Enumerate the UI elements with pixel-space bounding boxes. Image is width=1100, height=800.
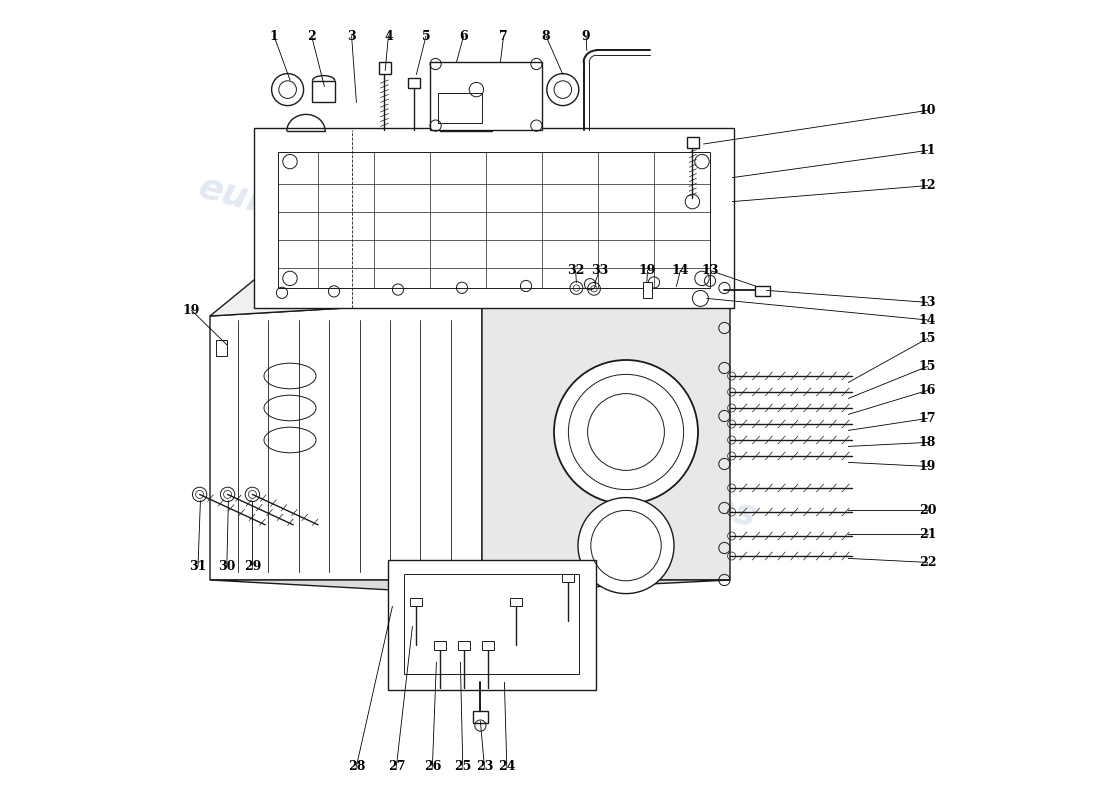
Text: 27: 27	[387, 760, 405, 773]
Text: 7: 7	[499, 30, 508, 42]
Text: 11: 11	[918, 144, 936, 157]
Bar	[410, 598, 422, 606]
Bar	[642, 282, 651, 298]
Bar	[405, 574, 579, 674]
Text: 33: 33	[591, 264, 608, 277]
Bar	[458, 641, 470, 650]
Bar	[378, 62, 390, 74]
Text: 3: 3	[348, 30, 356, 42]
Bar	[755, 286, 770, 296]
Polygon shape	[482, 280, 730, 580]
Text: 31: 31	[189, 560, 207, 573]
Bar	[686, 137, 698, 148]
Text: 29: 29	[244, 560, 261, 573]
Bar	[438, 93, 482, 123]
Bar	[278, 152, 710, 288]
Text: 16: 16	[918, 384, 936, 397]
Text: 14: 14	[672, 264, 689, 277]
Text: 26: 26	[424, 760, 441, 773]
Circle shape	[554, 360, 698, 504]
Text: 30: 30	[218, 560, 235, 573]
Text: 24: 24	[498, 760, 516, 773]
Bar	[482, 641, 494, 650]
Text: 22: 22	[918, 556, 936, 569]
Text: eurospares: eurospares	[531, 442, 761, 534]
Text: 12: 12	[918, 179, 936, 192]
Polygon shape	[388, 560, 596, 690]
Bar	[312, 81, 334, 102]
Text: 17: 17	[918, 412, 936, 425]
Text: 28: 28	[348, 760, 365, 773]
Bar	[430, 62, 542, 130]
Text: 19: 19	[183, 304, 200, 317]
Text: 2: 2	[307, 30, 316, 42]
Text: 5: 5	[421, 30, 430, 42]
Text: 19: 19	[639, 264, 657, 277]
Text: 6: 6	[460, 30, 467, 42]
Bar	[434, 641, 446, 650]
Text: 23: 23	[475, 760, 493, 773]
Text: 13: 13	[918, 296, 936, 309]
Text: 25: 25	[454, 760, 472, 773]
Polygon shape	[210, 280, 730, 316]
Text: 20: 20	[918, 504, 936, 517]
Bar	[510, 598, 522, 606]
Polygon shape	[210, 580, 730, 594]
Text: 10: 10	[918, 104, 936, 117]
Text: 21: 21	[918, 528, 936, 541]
Text: 8: 8	[541, 30, 550, 42]
Bar	[254, 128, 734, 308]
Text: 14: 14	[918, 314, 936, 326]
Bar	[408, 78, 420, 88]
Text: 15: 15	[918, 360, 936, 373]
Text: 1: 1	[270, 30, 278, 42]
Text: 15: 15	[918, 332, 936, 345]
Text: eurospares: eurospares	[195, 170, 425, 262]
Text: 32: 32	[566, 264, 584, 277]
Bar	[217, 340, 227, 356]
Text: 18: 18	[918, 436, 936, 449]
Circle shape	[578, 498, 674, 594]
Text: 9: 9	[582, 30, 591, 42]
Text: 13: 13	[702, 264, 718, 277]
Polygon shape	[210, 300, 482, 580]
Text: 19: 19	[918, 460, 936, 473]
Bar	[473, 711, 488, 723]
Text: 4: 4	[384, 30, 393, 42]
Bar	[562, 574, 574, 582]
